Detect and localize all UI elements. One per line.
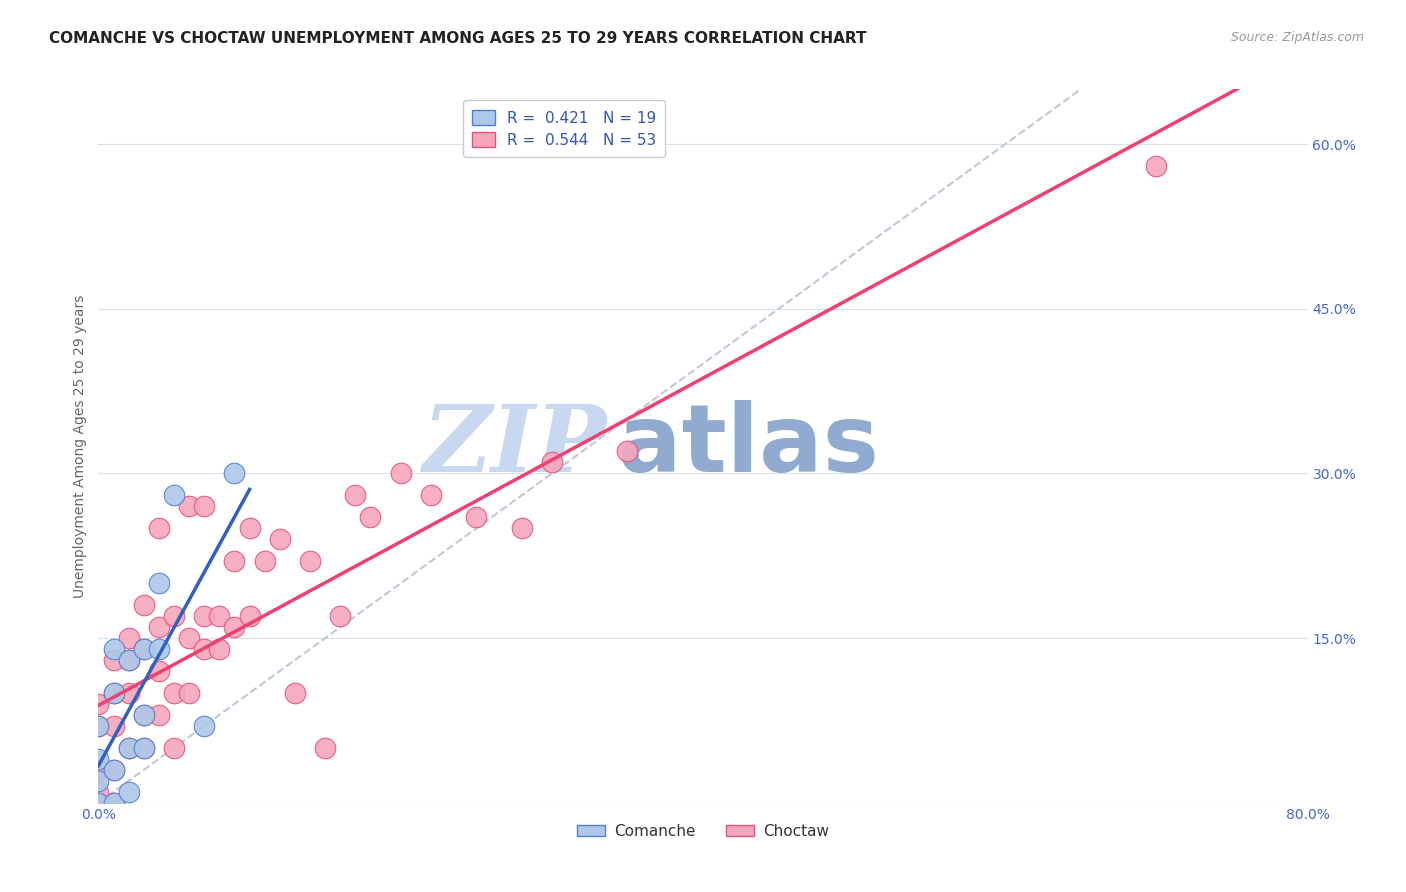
Point <box>616 444 638 458</box>
Point <box>87 796 110 810</box>
Point <box>118 686 141 700</box>
Point <box>179 686 201 700</box>
Point <box>103 796 125 810</box>
Point <box>87 796 110 810</box>
Point <box>87 697 110 711</box>
Point <box>103 686 125 700</box>
Point <box>193 500 215 514</box>
Point <box>344 488 367 502</box>
Point <box>163 488 186 502</box>
Point <box>208 609 231 624</box>
Point <box>420 488 443 502</box>
Point <box>224 554 246 568</box>
Point <box>87 719 110 733</box>
Point <box>179 500 201 514</box>
Point <box>87 785 110 799</box>
Point <box>103 763 125 777</box>
Point <box>118 740 141 755</box>
Point <box>87 719 110 733</box>
Point <box>510 521 533 535</box>
Point <box>132 642 155 657</box>
Point <box>208 642 231 657</box>
Point <box>193 609 215 624</box>
Point <box>118 653 141 667</box>
Point <box>179 631 201 645</box>
Point <box>132 708 155 723</box>
Point <box>103 763 125 777</box>
Point <box>132 740 155 755</box>
Point <box>239 521 262 535</box>
Point <box>148 642 170 657</box>
Point <box>465 510 488 524</box>
Point <box>224 620 246 634</box>
Point <box>103 686 125 700</box>
Point <box>224 467 246 481</box>
Point <box>163 740 186 755</box>
Point <box>1144 159 1167 173</box>
Point <box>87 796 110 810</box>
Text: Source: ZipAtlas.com: Source: ZipAtlas.com <box>1230 31 1364 45</box>
Point <box>163 609 186 624</box>
Point <box>299 554 322 568</box>
Point <box>87 763 110 777</box>
Point <box>148 521 170 535</box>
Point <box>118 653 141 667</box>
Point <box>103 653 125 667</box>
Point <box>118 740 141 755</box>
Point <box>118 631 141 645</box>
Legend: Comanche, Choctaw: Comanche, Choctaw <box>571 818 835 845</box>
Point <box>253 554 276 568</box>
Point <box>103 719 125 733</box>
Point <box>118 785 141 799</box>
Point <box>163 686 186 700</box>
Point <box>148 708 170 723</box>
Point <box>148 576 170 591</box>
Text: COMANCHE VS CHOCTAW UNEMPLOYMENT AMONG AGES 25 TO 29 YEARS CORRELATION CHART: COMANCHE VS CHOCTAW UNEMPLOYMENT AMONG A… <box>49 31 866 46</box>
Text: atlas: atlas <box>619 400 879 492</box>
Point <box>148 664 170 678</box>
Point <box>329 609 352 624</box>
Point <box>193 719 215 733</box>
Point <box>87 752 110 766</box>
Point <box>314 740 336 755</box>
Point <box>540 455 562 469</box>
Y-axis label: Unemployment Among Ages 25 to 29 years: Unemployment Among Ages 25 to 29 years <box>73 294 87 598</box>
Text: ZIP: ZIP <box>422 401 606 491</box>
Point <box>132 598 155 612</box>
Point <box>269 533 291 547</box>
Point <box>389 467 412 481</box>
Point <box>193 642 215 657</box>
Point <box>360 510 382 524</box>
Point <box>148 620 170 634</box>
Point <box>132 708 155 723</box>
Point <box>239 609 262 624</box>
Point <box>132 740 155 755</box>
Point <box>103 642 125 657</box>
Point <box>284 686 307 700</box>
Point <box>132 642 155 657</box>
Point <box>103 796 125 810</box>
Point <box>87 773 110 788</box>
